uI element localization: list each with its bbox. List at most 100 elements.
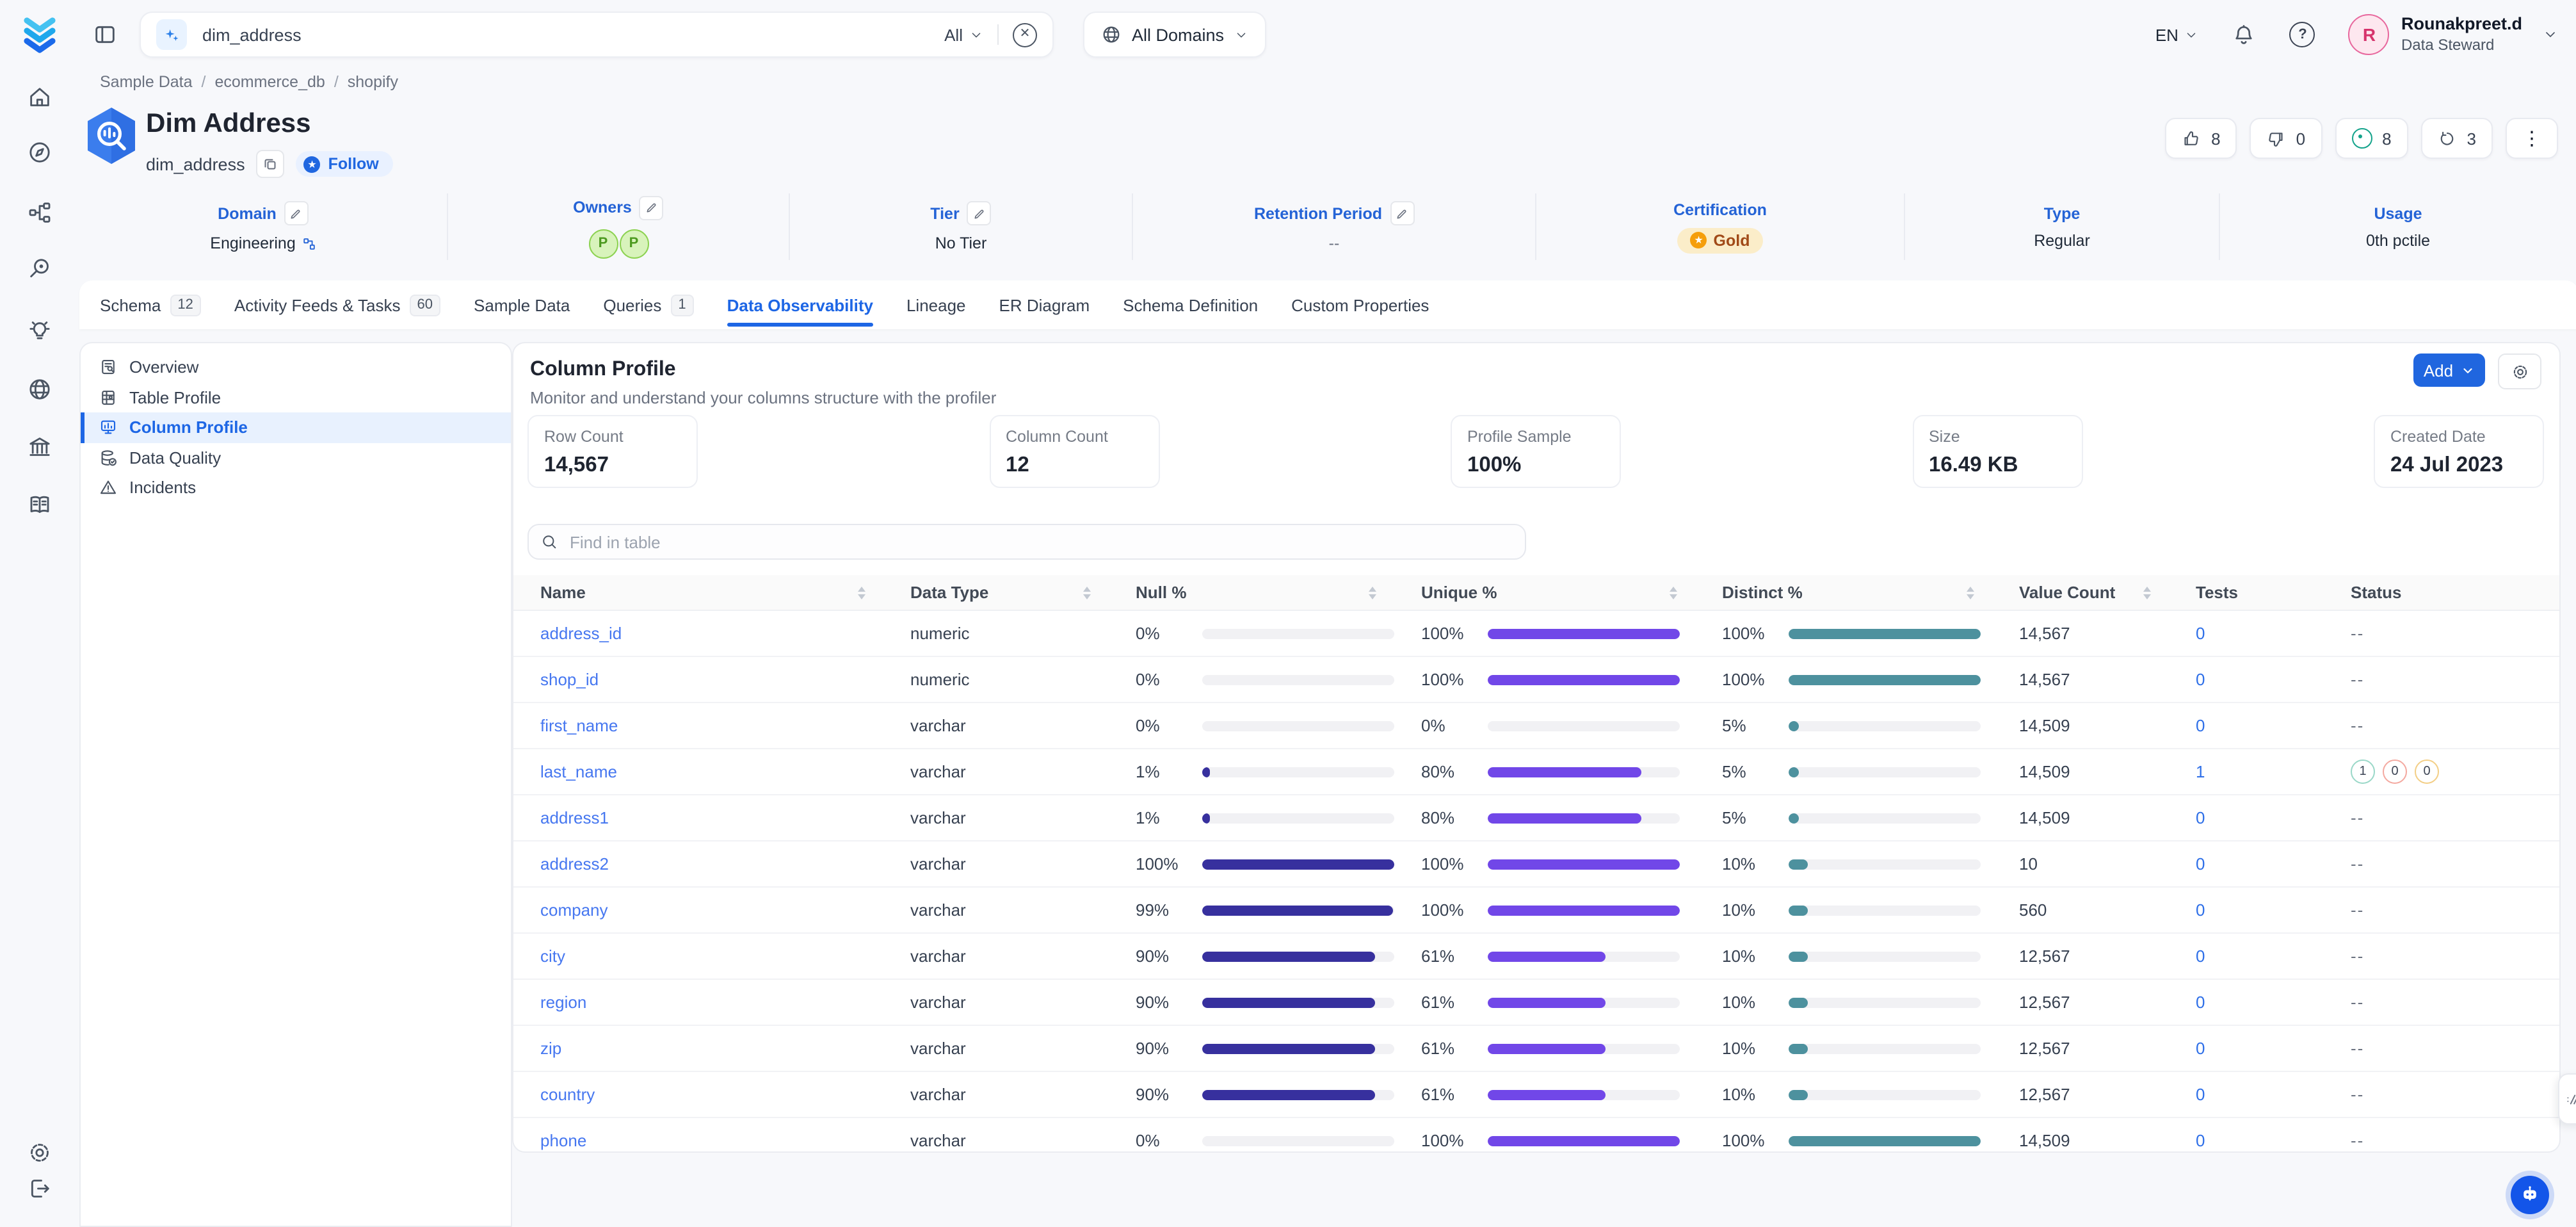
column-name-link[interactable]: phone [540, 1131, 586, 1150]
column-name-link[interactable]: last_name [540, 762, 617, 781]
tests-link[interactable]: 0 [2196, 624, 2205, 643]
tests-link[interactable]: 0 [2196, 947, 2205, 966]
observability-icon[interactable] [27, 256, 52, 282]
chatbot-button[interactable] [2511, 1176, 2549, 1214]
tab-lineage[interactable]: Lineage [906, 280, 966, 329]
column-header-unique-[interactable]: Unique % [1394, 583, 1695, 602]
openmetadata-logo[interactable] [20, 15, 59, 54]
metadata-value[interactable]: Engineering [210, 234, 316, 252]
domains-icon[interactable] [27, 377, 52, 402]
tests-link[interactable]: 0 [2196, 1131, 2205, 1150]
user-avatar[interactable]: R [2349, 14, 2390, 55]
sidenav-item-incidents[interactable]: Incidents [81, 473, 511, 503]
column-name-link[interactable]: first_name [540, 716, 618, 735]
column-header-data-type[interactable]: Data Type [883, 583, 1109, 602]
column-name-link[interactable]: address1 [540, 808, 609, 827]
search-scope-dropdown[interactable]: All [944, 25, 983, 44]
tests-link[interactable]: 0 [2196, 1039, 2205, 1058]
explore-icon[interactable] [27, 140, 52, 165]
column-name-link[interactable]: city [540, 947, 565, 966]
sidenav-item-data-quality[interactable]: Data Quality [81, 443, 511, 473]
breadcrumb-schema[interactable]: shopify [348, 73, 398, 91]
summary-card-created-date: Created Date24 Jul 2023 [2374, 415, 2544, 488]
more-options-button[interactable]: ⋮ [2506, 118, 2558, 159]
status-badge-failed[interactable]: 0 [2383, 760, 2407, 784]
settings-gear-icon[interactable] [2498, 353, 2541, 389]
status-badge-aborted[interactable]: 0 [2415, 760, 2439, 784]
stat-label: Size [1929, 428, 2066, 446]
tests-link[interactable]: 0 [2196, 670, 2205, 689]
conversations-button[interactable]: 8 [2335, 118, 2408, 159]
insights-icon[interactable] [27, 318, 52, 343]
copy-icon[interactable] [257, 150, 285, 178]
sidenav-item-overview[interactable]: Overview [81, 352, 511, 382]
stat-label: Column Count [1006, 428, 1143, 446]
owner-avatar[interactable]: P [619, 229, 648, 258]
ai-sparkle-icon[interactable] [156, 19, 187, 50]
follow-button[interactable]: ★ Follow [296, 151, 393, 177]
find-in-table-input[interactable] [567, 531, 1513, 553]
column-name-link[interactable]: zip [540, 1039, 561, 1058]
sidenav-item-table-profile[interactable]: Table Profile [81, 382, 511, 412]
settings-icon[interactable] [27, 1140, 52, 1166]
dist-progress-bar [1789, 1135, 1981, 1146]
breadcrumb-database[interactable]: ecommerce_db [215, 73, 325, 91]
tab-sample-data[interactable]: Sample Data [474, 280, 570, 329]
govern-icon[interactable] [27, 434, 52, 460]
column-header-null-[interactable]: Null % [1109, 583, 1394, 602]
status-empty: -- [2351, 670, 2364, 689]
edit-pencil-icon[interactable] [640, 195, 664, 220]
notifications-bell-icon[interactable] [2232, 22, 2257, 47]
tests-link[interactable]: 0 [2196, 854, 2205, 874]
edit-pencil-icon[interactable] [1390, 201, 1414, 225]
column-name-link[interactable]: region [540, 993, 586, 1012]
clear-search-icon[interactable]: ✕ [1013, 22, 1037, 47]
column-header-name[interactable]: Name [513, 583, 883, 602]
tests-link[interactable]: 0 [2196, 1085, 2205, 1104]
tab-schema-definition[interactable]: Schema Definition [1123, 280, 1258, 329]
tab-custom-properties[interactable]: Custom Properties [1291, 280, 1429, 329]
user-menu[interactable]: Rounakpreet.d Data Steward [2401, 14, 2522, 55]
tab-er-diagram[interactable]: ER Diagram [999, 280, 1090, 329]
tests-link[interactable]: 0 [2196, 716, 2205, 735]
search-input[interactable] [200, 24, 944, 45]
null-pct-cell: 90% [1109, 1039, 1394, 1058]
edit-pencil-icon[interactable] [967, 201, 992, 225]
tab-schema[interactable]: Schema12 [100, 280, 201, 329]
breadcrumb-service[interactable]: Sample Data [100, 73, 193, 91]
column-name-link[interactable]: company [540, 900, 608, 920]
edit-pencil-icon[interactable] [284, 201, 309, 225]
downvote-button[interactable]: 0 [2250, 118, 2322, 159]
domains-filter[interactable]: All Domains [1083, 12, 1266, 58]
tests-link[interactable]: 1 [2196, 762, 2205, 781]
add-button[interactable]: Add [2413, 353, 2485, 387]
column-name-link[interactable]: address2 [540, 854, 609, 874]
tests-link[interactable]: 0 [2196, 808, 2205, 827]
glossary-icon[interactable] [27, 492, 52, 517]
distinct-pct-cell: 10% [1695, 993, 1992, 1012]
sidenav-item-column-profile[interactable]: Column Profile [81, 412, 511, 443]
column-name-link[interactable]: country [540, 1085, 595, 1104]
versions-button[interactable]: 3 [2421, 118, 2493, 159]
column-header-distinct-[interactable]: Distinct % [1695, 583, 1992, 602]
owner-avatar[interactable]: P [588, 229, 618, 258]
table-row: shop_idnumeric0%100%100%14,5670-- [513, 657, 2559, 703]
column-name-link[interactable]: shop_id [540, 670, 599, 689]
column-header-value-count[interactable]: Value Count [1992, 583, 2169, 602]
user-menu-chevron-icon[interactable] [2543, 27, 2558, 42]
logout-icon[interactable] [27, 1176, 52, 1201]
home-icon[interactable] [27, 85, 52, 110]
tab-queries[interactable]: Queries1 [603, 280, 693, 329]
column-name-link[interactable]: address_id [540, 624, 622, 643]
upvote-button[interactable]: 8 [2165, 118, 2237, 159]
tests-link[interactable]: 0 [2196, 900, 2205, 920]
sidebar-toggle-icon[interactable] [92, 22, 118, 47]
lineage-icon[interactable] [27, 200, 52, 225]
language-selector[interactable]: EN [2155, 25, 2199, 44]
right-panel-handle[interactable] [2558, 1073, 2576, 1125]
tests-link[interactable]: 0 [2196, 993, 2205, 1012]
status-badge-success[interactable]: 1 [2351, 760, 2375, 784]
tab-data-observability[interactable]: Data Observability [727, 280, 873, 329]
help-icon[interactable]: ? [2290, 22, 2315, 47]
tab-activity-feeds-tasks[interactable]: Activity Feeds & Tasks60 [234, 280, 440, 329]
